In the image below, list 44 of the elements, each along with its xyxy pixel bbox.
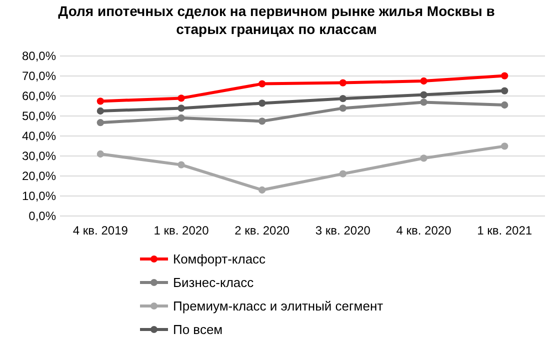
- x-tick-label: 4 кв. 2019: [72, 224, 128, 238]
- legend-label: По всем: [173, 322, 223, 337]
- x-tick-label: 1 кв. 2020: [154, 224, 210, 238]
- point: [339, 95, 346, 102]
- point: [258, 118, 266, 125]
- legend-label: Премиум-класс и элитный сегмент: [173, 298, 384, 314]
- legend-label: Комфорт-класс: [173, 252, 266, 266]
- point: [178, 114, 185, 122]
- point: [339, 79, 346, 86]
- y-tick-label: 20,0%: [22, 168, 56, 183]
- chart-title: Доля ипотечных сделок на первичном рынке жилья Москвы в старых границах по классам: [58, 3, 496, 37]
- point: [420, 154, 428, 162]
- point: [96, 107, 104, 115]
- point: [96, 150, 104, 158]
- legend-label: Бизнес-класс: [173, 275, 254, 290]
- y-tick-label: 50,0%: [22, 108, 56, 123]
- point: [501, 142, 508, 150]
- point: [501, 87, 508, 94]
- point: [420, 98, 428, 106]
- x-tick-label: 2 кв. 2020: [234, 224, 290, 238]
- y-tick-label: 0,0%: [28, 208, 56, 223]
- point: [258, 100, 266, 107]
- point: [178, 94, 185, 102]
- point: [178, 161, 185, 168]
- y-tick-label: 80,0%: [22, 48, 56, 63]
- y-tick-label: 10,0%: [22, 188, 56, 203]
- point: [420, 91, 428, 98]
- x-tick-label: 4 кв. 2020: [396, 224, 452, 238]
- y-tick-label: 40,0%: [22, 128, 56, 143]
- x-tick-label: 1 кв. 2021: [477, 224, 532, 238]
- point: [96, 119, 104, 126]
- x-tick-label: 3 кв. 2020: [315, 224, 371, 238]
- point: [258, 186, 266, 194]
- y-tick-label: 60,0%: [22, 88, 56, 103]
- y-tick-label: 30,0%: [22, 148, 56, 163]
- point: [420, 77, 428, 85]
- point: [96, 98, 104, 105]
- point: [339, 104, 346, 112]
- point: [501, 72, 508, 80]
- y-tick-label: 70,0%: [22, 68, 56, 83]
- point: [339, 170, 346, 178]
- point: [178, 104, 185, 112]
- point: [258, 80, 266, 88]
- point: [501, 101, 508, 109]
